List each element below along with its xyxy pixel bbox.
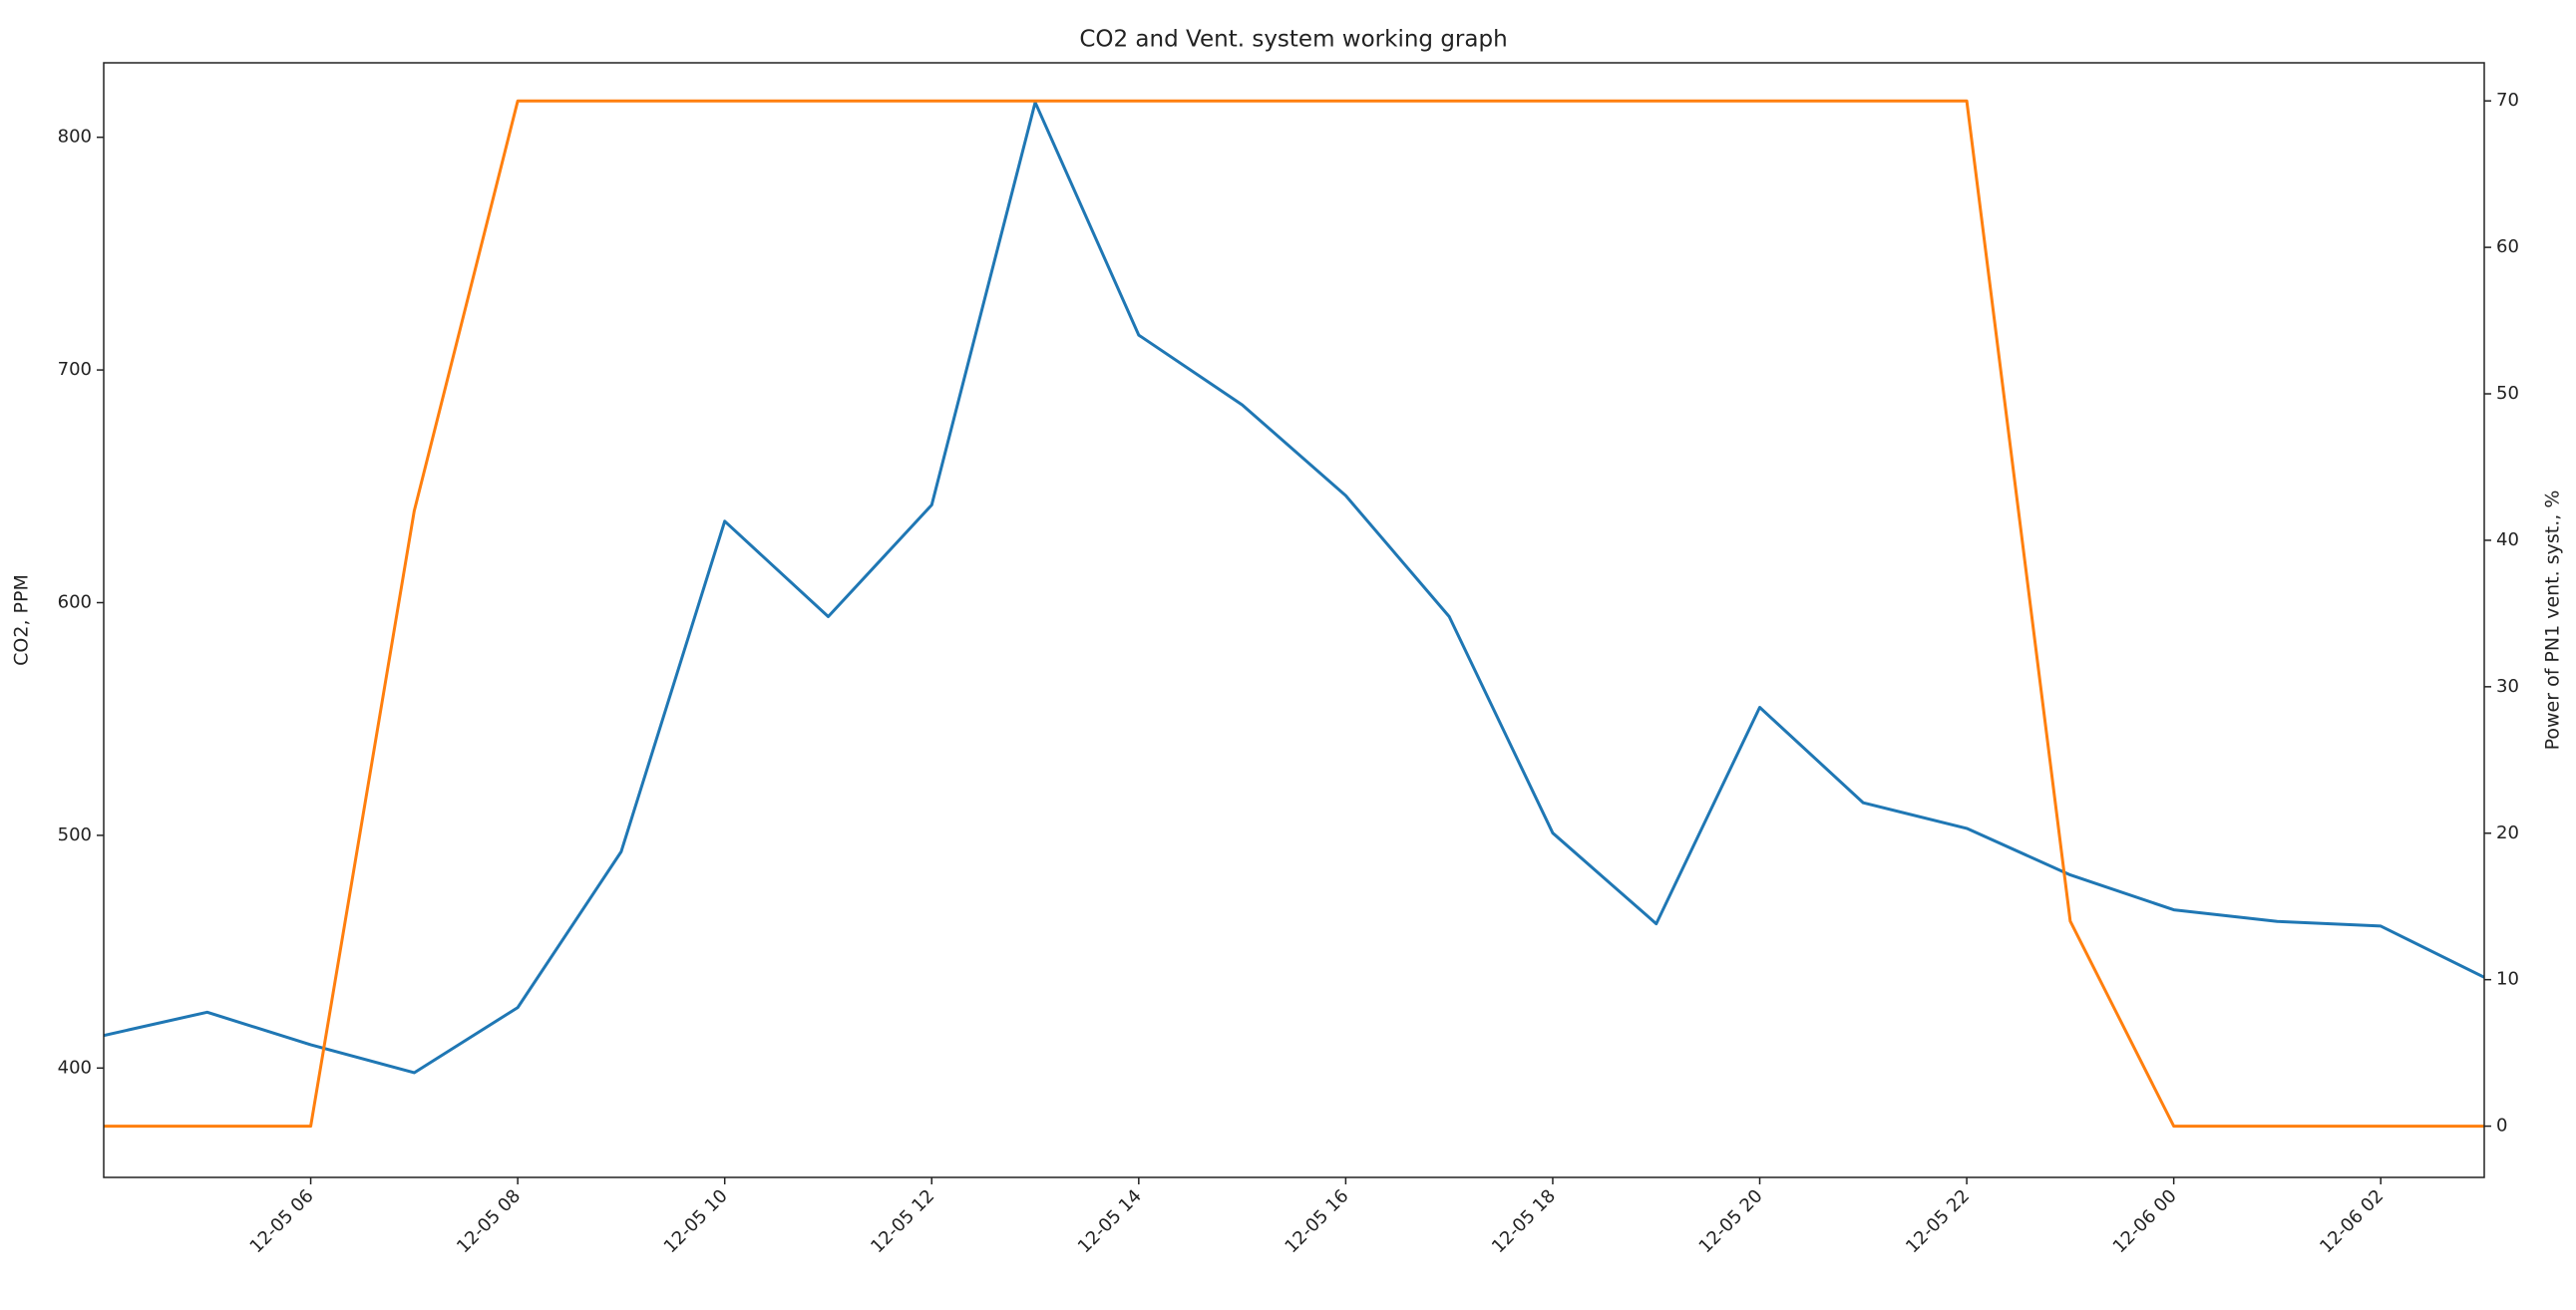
y-tick-label: 600 xyxy=(58,591,92,612)
x-tick-label: 12-05 16 xyxy=(1281,1185,1352,1257)
y2-tick-label: 60 xyxy=(2496,236,2519,257)
y2-tick-label: 10 xyxy=(2496,969,2519,990)
x-tick-label: 12-05 18 xyxy=(1488,1185,1560,1257)
y2-tick-label: 30 xyxy=(2496,676,2519,697)
line-series xyxy=(104,101,2484,1075)
x-tick-label: 12-06 00 xyxy=(2109,1185,2181,1257)
plot-frame xyxy=(103,62,2485,1178)
x-tick-label: 12-05 14 xyxy=(1074,1185,1146,1257)
x-tick-label: 12-05 20 xyxy=(1695,1185,1767,1257)
line-series xyxy=(104,99,2484,1129)
x-tick-label: 12-05 10 xyxy=(660,1185,732,1257)
y-tick-label: 800 xyxy=(58,127,92,148)
y2-tick-label: 40 xyxy=(2496,529,2519,550)
y-axis-label: CO2, PPM xyxy=(11,574,33,666)
y2-tick-label: 0 xyxy=(2496,1116,2507,1137)
x-tick-label: 12-05 08 xyxy=(453,1185,525,1257)
y2-tick-label: 50 xyxy=(2496,383,2519,404)
x-tick-label: 12-05 12 xyxy=(867,1185,938,1257)
x-tick-label: 12-05 22 xyxy=(1902,1185,1974,1257)
x-tick-label: 12-06 02 xyxy=(2316,1185,2388,1257)
y-tick-label: 700 xyxy=(58,359,92,380)
y-tick-label: 400 xyxy=(58,1057,92,1078)
y2-tick-label: 20 xyxy=(2496,822,2519,843)
chart-title: CO2 and Vent. system working graph xyxy=(1079,27,1507,53)
y2-tick-label: 70 xyxy=(2496,90,2519,111)
y-tick-label: 500 xyxy=(58,824,92,845)
x-tick-label: 12-05 06 xyxy=(246,1185,318,1257)
y2-axis-label: Power of PN1 vent. syst., % xyxy=(2542,491,2564,751)
